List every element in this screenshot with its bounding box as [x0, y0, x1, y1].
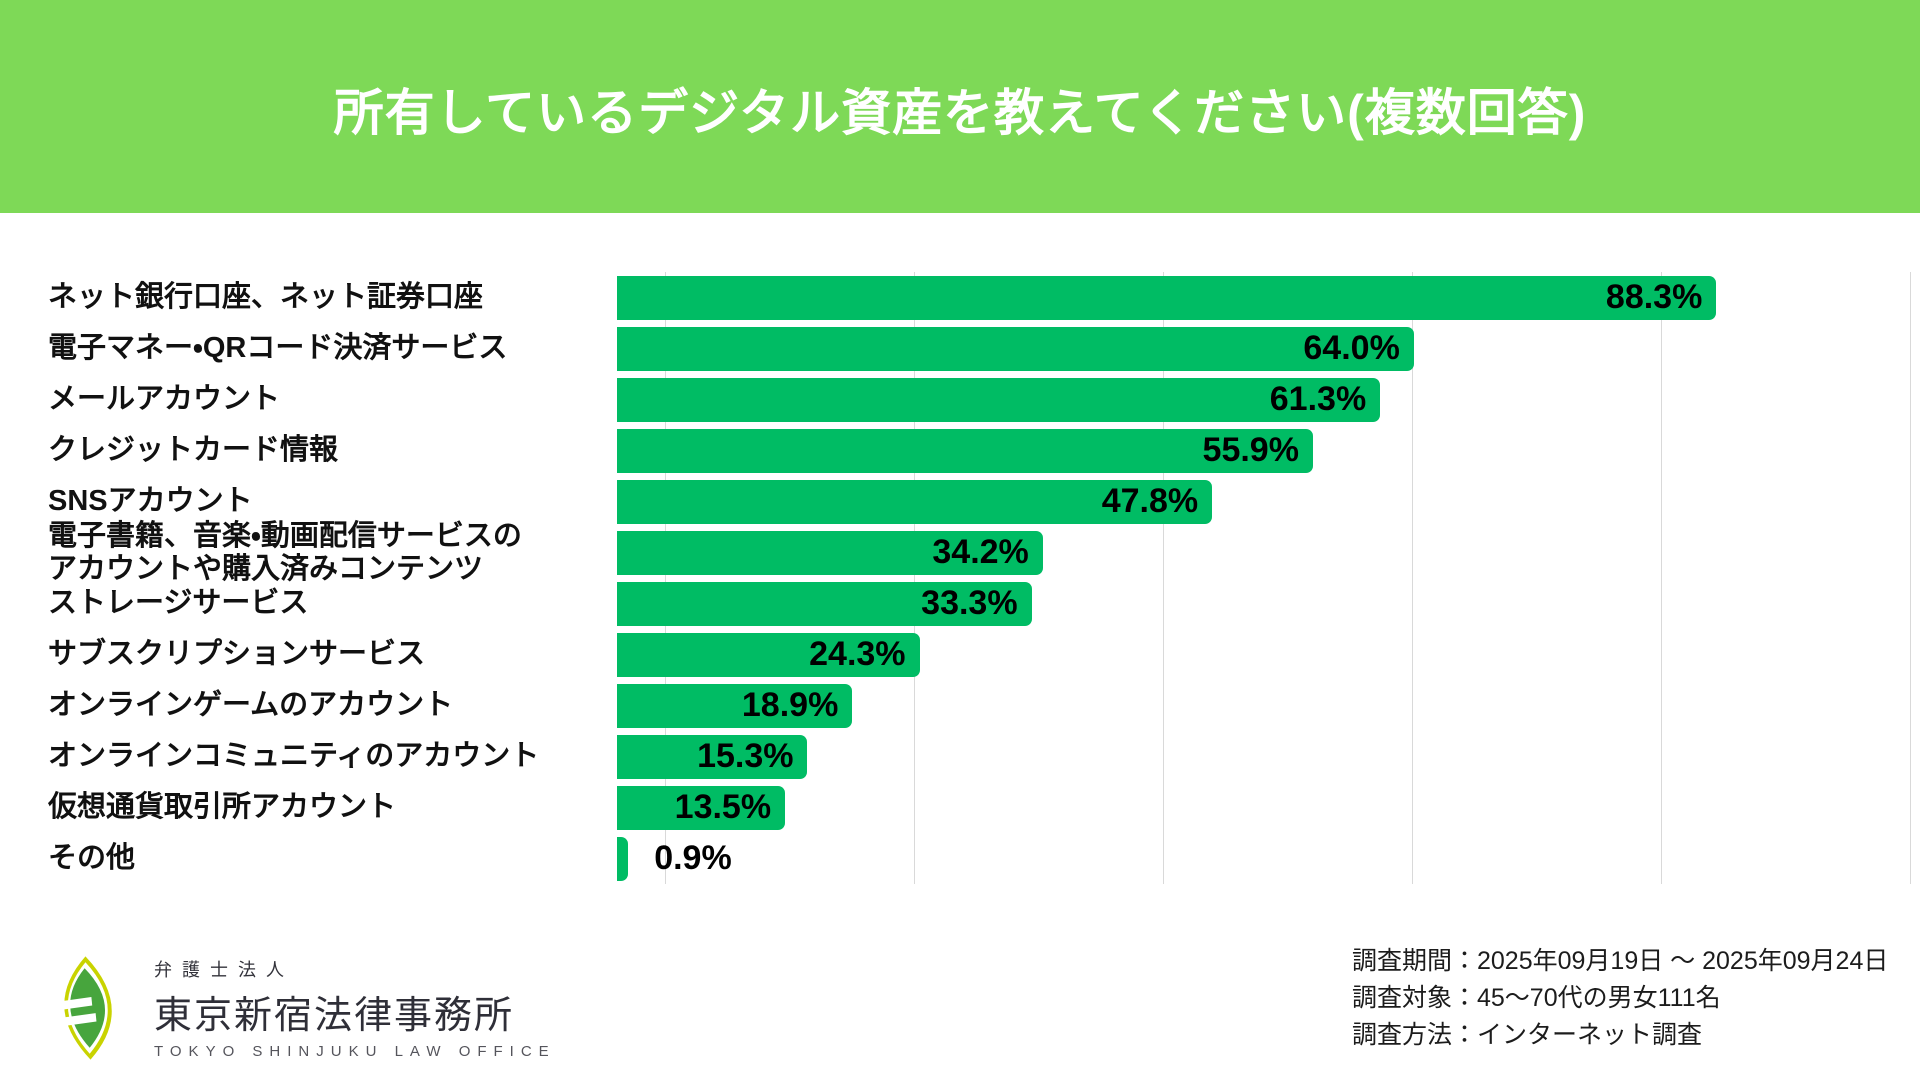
firm-name-en: TOKYO SHINJUKU LAW OFFICE	[154, 1043, 556, 1060]
bar: 13.5%	[617, 785, 786, 830]
bar: 24.3%	[617, 632, 920, 677]
value-label: 24.3%	[809, 635, 906, 673]
bar-row: メールアカウント 61.3%	[0, 374, 1920, 425]
bar-row: オンラインコミュニティのアカウント 15.3%	[0, 731, 1920, 782]
bar-track: 18.9%	[617, 683, 1862, 728]
logo-text: 弁護士法人 東京新宿法律事務所 TOKYO SHINJUKU LAW OFFIC…	[154, 956, 556, 1060]
bar-row: その他 0.9%	[0, 833, 1920, 884]
bar-track: 34.2%	[617, 530, 1862, 575]
bar-track: 33.3%	[617, 581, 1862, 626]
value-label: 34.2%	[932, 533, 1029, 571]
bar: 55.9%	[617, 428, 1313, 473]
bar-track: 64.0%	[617, 326, 1862, 371]
bar: 61.3%	[617, 377, 1381, 422]
value-label: 18.9%	[741, 686, 839, 724]
bar-row: 仮想通貨取引所アカウント 13.5%	[0, 782, 1920, 833]
survey-period: 調査期間：2025年09月19日 ～ 2025年09月24日	[1352, 947, 1889, 975]
value-label: 64.0%	[1303, 329, 1400, 367]
category-label: 電子マネー・QRコード決済サービス	[48, 332, 508, 365]
footer: 弁護士法人 東京新宿法律事務所 TOKYO SHINJUKU LAW OFFIC…	[0, 935, 1920, 1080]
bar: 18.9%	[617, 683, 853, 728]
category-label: その他	[48, 842, 136, 875]
bar: 0.9%	[617, 836, 732, 881]
firm-type: 弁護士法人	[154, 960, 294, 980]
value-label: 47.8%	[1101, 482, 1199, 520]
category-label: オンラインゲームのアカウント	[48, 689, 454, 722]
category-label: SNSアカウント	[48, 485, 253, 518]
category-label: クレジットカード情報	[48, 434, 339, 467]
value-label: 15.3%	[697, 737, 794, 775]
value-label: 88.3%	[1605, 278, 1703, 316]
category-label: サブスクリプションサービス	[48, 638, 426, 671]
value-label: 13.5%	[674, 788, 772, 826]
bar: 47.8%	[617, 479, 1213, 524]
category-label: 仮想通貨取引所アカウント	[48, 791, 397, 824]
bar-chart: ネット銀行口座、ネット証券口座 88.3% 電子マネー・QRコード決済サービス …	[0, 272, 1920, 884]
law-office-logo: 弁護士法人 東京新宿法律事務所 TOKYO SHINJUKU LAW OFFIC…	[36, 953, 556, 1063]
bar-row: 電子マネー・QRコード決済サービス 64.0%	[0, 323, 1920, 374]
header-banner: 所有しているデジタル資産を教えてください(複数回答)	[0, 0, 1920, 213]
chart-title: 所有しているデジタル資産を教えてください(複数回答)	[333, 84, 1587, 141]
bar-row: ネット銀行口座、ネット証券口座 88.3%	[0, 272, 1920, 323]
bar: 64.0%	[617, 326, 1414, 371]
firm-name: 東京新宿法律事務所	[154, 995, 515, 1037]
bar-row: 電子書籍、音楽・動画配信サービスの アカウントや購入済みコンテンツ 34.2%	[0, 520, 1920, 585]
value-label: 33.3%	[921, 584, 1018, 622]
value-label: 61.3%	[1269, 380, 1367, 418]
gridlines	[665, 272, 1911, 884]
chart-rows: ネット銀行口座、ネット証券口座 88.3% 電子マネー・QRコード決済サービス …	[0, 272, 1920, 884]
bar-track: 13.5%	[617, 785, 1862, 830]
bar-track: 24.3%	[617, 632, 1862, 677]
category-label: ネット銀行口座、ネット証券口座	[48, 281, 484, 314]
bar-row: オンラインゲームのアカウント 18.9%	[0, 680, 1920, 731]
bar-row: ストレージサービス 33.3%	[0, 578, 1920, 629]
bar: 88.3%	[617, 275, 1717, 320]
bar-track: 0.9%	[617, 836, 1862, 881]
bar: 15.3%	[617, 734, 808, 779]
category-label: メールアカウント	[48, 383, 281, 416]
bar-row: サブスクリプションサービス 24.3%	[0, 629, 1920, 680]
bar: 33.3%	[617, 581, 1032, 626]
survey-info: 調査期間：2025年09月19日 ～ 2025年09月24日 調査対象：45〜7…	[1352, 943, 1888, 1054]
category-label: オンラインコミュニティのアカウント	[48, 740, 540, 773]
value-label: 0.9%	[654, 839, 732, 877]
bar: 34.2%	[617, 530, 1043, 575]
bar-row: クレジットカード情報 55.9%	[0, 425, 1920, 476]
bar-row: SNSアカウント 47.8%	[0, 476, 1920, 527]
bar-track: 88.3%	[617, 275, 1862, 320]
value-label: 55.9%	[1202, 431, 1299, 469]
category-label: 電子書籍、音楽・動画配信サービスの アカウントや購入済みコンテンツ	[48, 520, 522, 585]
bar-track: 15.3%	[617, 734, 1862, 779]
bar-track: 47.8%	[617, 479, 1862, 524]
bar-track: 55.9%	[617, 428, 1862, 473]
category-label: ストレージサービス	[48, 587, 309, 620]
bar-track: 61.3%	[617, 377, 1862, 422]
survey-method: 調査方法：インターネット調査	[1352, 1021, 1703, 1049]
survey-subjects: 調査対象：45〜70代の男女111名	[1352, 984, 1721, 1012]
leaf-logo-icon	[60, 956, 112, 1060]
